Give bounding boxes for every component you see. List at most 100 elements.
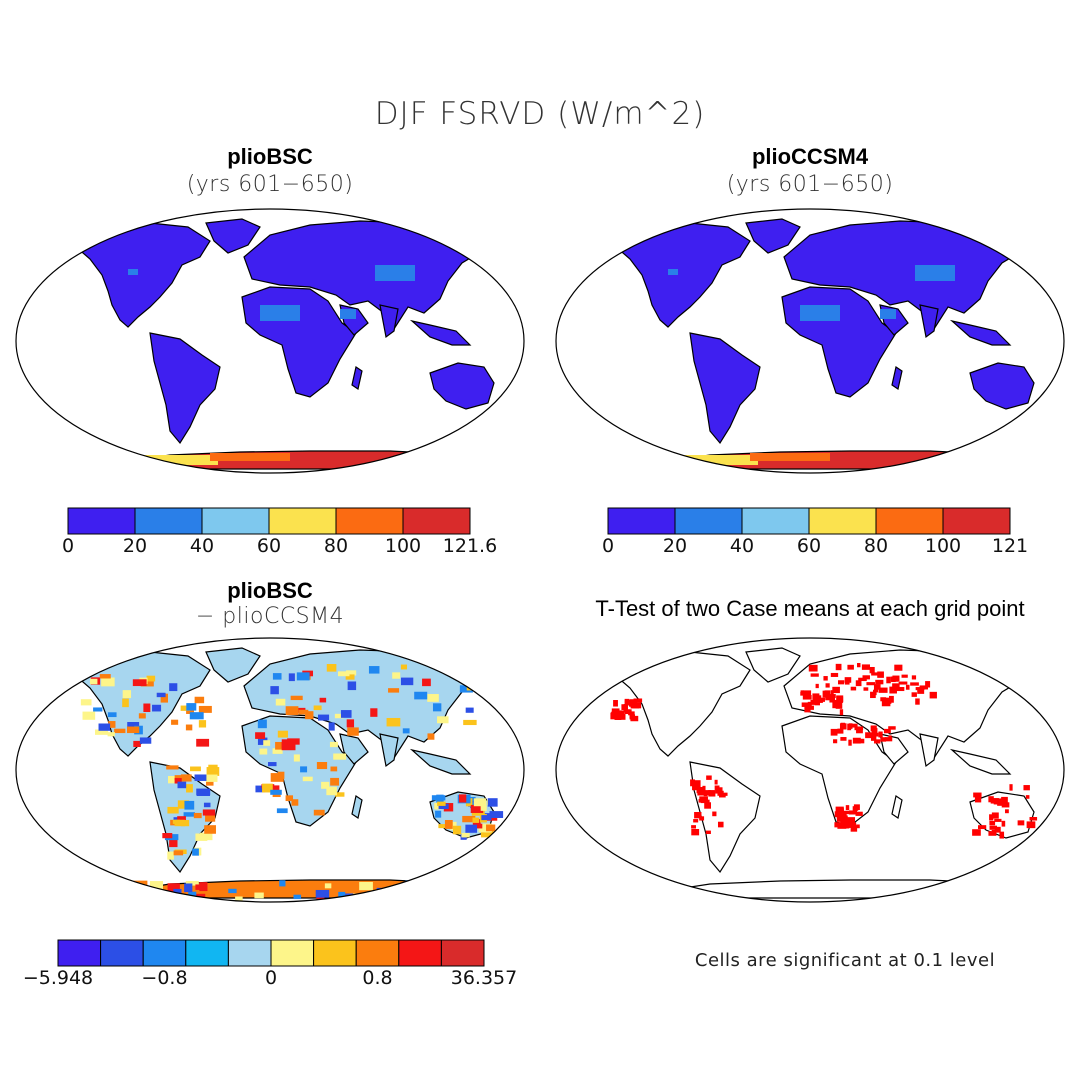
significant-cell — [858, 677, 867, 682]
colorbar-segment — [808, 507, 877, 535]
diff-cell — [177, 781, 187, 789]
colorbar-segment — [440, 939, 485, 967]
continent-madagascar — [351, 366, 363, 390]
colorbar-segment — [134, 507, 203, 535]
desert-patch — [375, 265, 415, 281]
diff-cell — [346, 719, 355, 728]
diff-cell — [184, 883, 193, 893]
diff-cell — [174, 775, 182, 781]
diff-cell — [279, 880, 286, 887]
diff-cell — [189, 712, 204, 720]
significant-cell — [1025, 795, 1030, 799]
significant-cell — [812, 695, 822, 701]
significant-cell — [708, 790, 716, 797]
antarctic-band — [658, 455, 758, 465]
map-border — [15, 208, 525, 474]
diff-cell — [270, 773, 284, 782]
significant-cell — [877, 671, 884, 678]
significant-cell — [691, 825, 696, 829]
diff-cell — [270, 785, 280, 794]
map-border — [555, 637, 1065, 903]
antarctic-band — [750, 453, 830, 461]
significant-cell — [692, 785, 699, 791]
colorbar-tick-label: −5.948 — [23, 967, 93, 989]
diff-cell — [346, 670, 357, 676]
diff-cell — [463, 719, 477, 726]
panel1-title: plioBSC — [227, 144, 313, 169]
significant-cell — [696, 787, 706, 794]
diff-cell — [192, 848, 199, 856]
significant-cell — [829, 697, 835, 703]
diff-cell — [235, 896, 243, 902]
significant-cell — [929, 691, 937, 699]
diff-cell — [177, 800, 190, 809]
diff-cell — [257, 719, 267, 729]
diff-cell — [270, 789, 282, 795]
diff-cell — [402, 728, 410, 734]
significant-cell — [911, 675, 917, 680]
colorbar-segment — [185, 939, 229, 967]
diff-cell — [434, 802, 442, 810]
diff-cell — [181, 820, 190, 827]
diff-cell — [315, 889, 330, 898]
significant-cell — [839, 723, 847, 730]
diff-cell — [99, 674, 111, 679]
diff-cell — [254, 892, 264, 899]
colorbar-segment — [201, 507, 270, 535]
significant-cell — [712, 811, 717, 817]
significant-cell — [919, 688, 924, 693]
diff-cell — [193, 812, 202, 819]
significant-cell — [835, 702, 843, 709]
significant-cell — [706, 775, 712, 780]
colorbar-tick-label: 0 — [602, 535, 614, 557]
diff-cell — [489, 811, 504, 818]
diff-cell — [337, 671, 350, 677]
desert-patch — [340, 309, 356, 319]
significant-cell — [989, 820, 996, 826]
diff-cell — [300, 766, 308, 773]
significant-cell — [905, 684, 910, 690]
significant-cell — [838, 808, 844, 814]
diff-cell — [334, 713, 344, 719]
significant-cell — [865, 732, 874, 739]
diff-cell — [291, 799, 299, 806]
significant-cell — [610, 712, 618, 720]
diff-cell — [114, 728, 126, 734]
continent-madagascar — [891, 795, 903, 819]
diff-cell — [198, 720, 207, 728]
diff-cell — [127, 722, 140, 728]
significant-cell — [855, 811, 863, 816]
diff-cell — [272, 673, 282, 680]
diff-cell — [172, 819, 180, 824]
significant-cell — [825, 683, 830, 688]
colorbar-tick-label: 60 — [257, 535, 281, 557]
significant-cell — [1009, 784, 1013, 791]
diff-cell — [205, 774, 218, 782]
diff-cell — [340, 710, 352, 718]
panel3-title: plioBSC — [227, 578, 313, 603]
diff-cell — [196, 788, 211, 796]
map-border — [555, 208, 1065, 474]
significant-cell — [810, 673, 819, 677]
significant-cell — [915, 698, 920, 705]
significant-cell — [704, 802, 711, 809]
significant-cell — [1026, 821, 1036, 829]
diff-cell — [438, 824, 448, 829]
diff-cell — [167, 851, 174, 860]
significant-cell — [699, 816, 705, 821]
diff-cell — [195, 884, 205, 890]
diff-cell — [277, 771, 285, 779]
diff-cell — [347, 727, 359, 736]
diff-cell — [395, 888, 406, 893]
significant-cell — [895, 687, 905, 692]
diff-cell — [180, 774, 192, 782]
diff-cell — [461, 832, 470, 838]
diff-cell — [287, 738, 300, 745]
diff-cell — [329, 741, 338, 748]
diff-cell — [305, 711, 314, 720]
continent-africa — [241, 715, 357, 827]
diff-cell — [461, 885, 474, 893]
diff-cell — [427, 694, 439, 702]
diff-cell — [330, 766, 338, 772]
colorbar-tick-label: 36.357 — [451, 967, 517, 989]
